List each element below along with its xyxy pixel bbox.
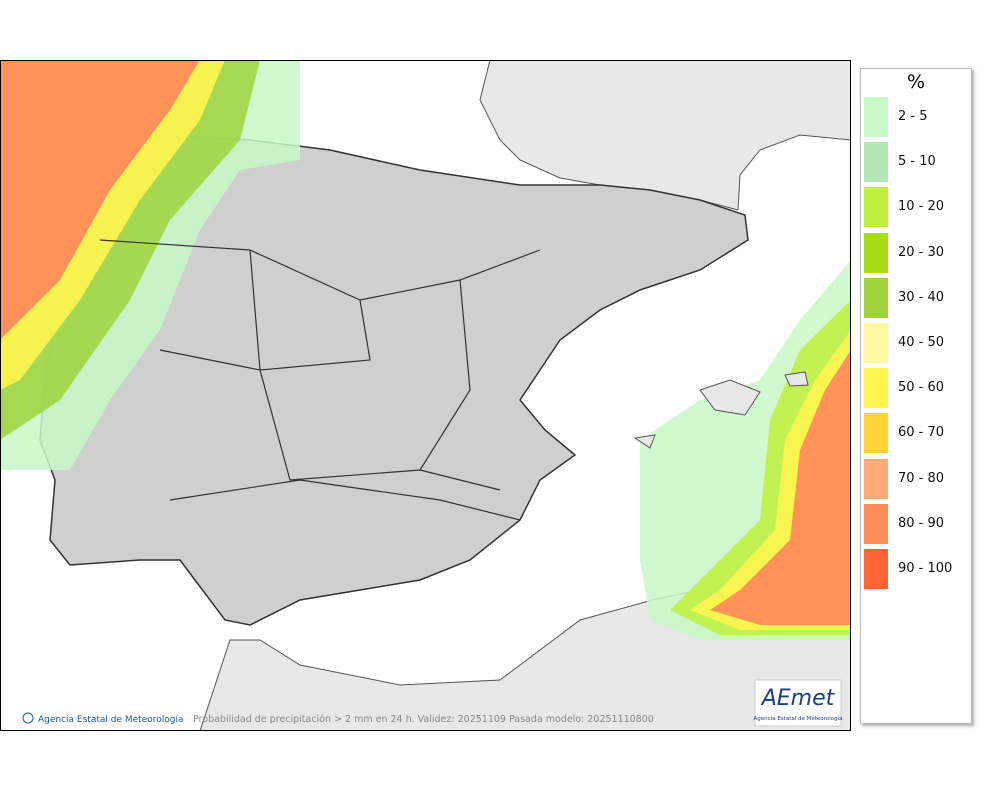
legend-swatch <box>864 97 888 137</box>
ibiza <box>633 434 656 449</box>
mallorca <box>699 379 761 416</box>
legend-label: 30 - 40 <box>898 289 945 305</box>
legend-label: 20 - 30 <box>898 244 945 260</box>
region-borders <box>99 239 541 521</box>
legend-label: 70 - 80 <box>898 470 945 486</box>
map-frame <box>0 60 851 731</box>
legend-swatch <box>864 368 888 409</box>
precip-se-80 <box>710 350 851 625</box>
legend-swatch <box>864 548 888 589</box>
legend-item: 80 - 90 <box>861 503 971 549</box>
legend-swatch <box>864 142 888 183</box>
legend-label: 10 - 20 <box>898 199 945 215</box>
legend-swatch <box>864 232 888 273</box>
logo-subtitle: Agencia Estatal de Meteorología <box>754 715 843 722</box>
legend-label: 50 - 60 <box>898 380 945 396</box>
legend-item: 70 - 80 <box>861 458 971 504</box>
precip-nw-80 <box>0 60 200 340</box>
legend-label: 40 - 50 <box>898 334 945 350</box>
menorca <box>784 371 809 387</box>
legend-label: 90 - 100 <box>898 560 953 576</box>
legend-item: 5 - 10 <box>861 142 971 187</box>
logo-box <box>754 679 842 727</box>
legend-swatch <box>864 277 888 318</box>
credit: Agencia Estatal de Meteorología <box>38 715 184 725</box>
legend-label: 2 - 5 <box>898 109 928 124</box>
legend-label: 5 - 10 <box>898 154 936 170</box>
legend-swatch <box>864 187 888 228</box>
legend-label: 80 - 90 <box>898 515 945 531</box>
legend-swatch <box>864 458 888 499</box>
legend-item: 40 - 50 <box>861 322 971 368</box>
legend-swatch <box>864 413 888 454</box>
copyright-icon <box>22 712 34 724</box>
iberia <box>29 129 749 626</box>
legend-item: 60 - 70 <box>861 413 971 458</box>
legend-swatch <box>864 322 888 363</box>
legend-items: 2 - 5 5 - 10 10 - 20 20 - 30 30 - 40 40 - 50 5… <box>861 97 971 594</box>
logo: AEmet <box>760 686 836 711</box>
legend-swatch <box>864 503 888 544</box>
legend-item: 50 - 60 <box>861 368 971 413</box>
map: Agencia Estatal de Meteorología Probabil… <box>0 60 851 731</box>
legend: % 2 - 5 5 - 10 10 - 20 20 - 30 30 - 40 40 - 5… <box>860 68 972 724</box>
legend-item: 10 - 20 <box>861 187 971 232</box>
legend-item: 30 - 40 <box>861 277 971 323</box>
legend-item: 90 - 100 <box>861 548 971 594</box>
caption: Probabilidad de precipitación > 2 mm en … <box>193 714 654 725</box>
legend-item: 2 - 5 <box>861 97 971 142</box>
legend-title: % <box>906 71 926 93</box>
legend-label: 60 - 70 <box>898 425 945 441</box>
legend-item: 20 - 30 <box>861 232 971 278</box>
